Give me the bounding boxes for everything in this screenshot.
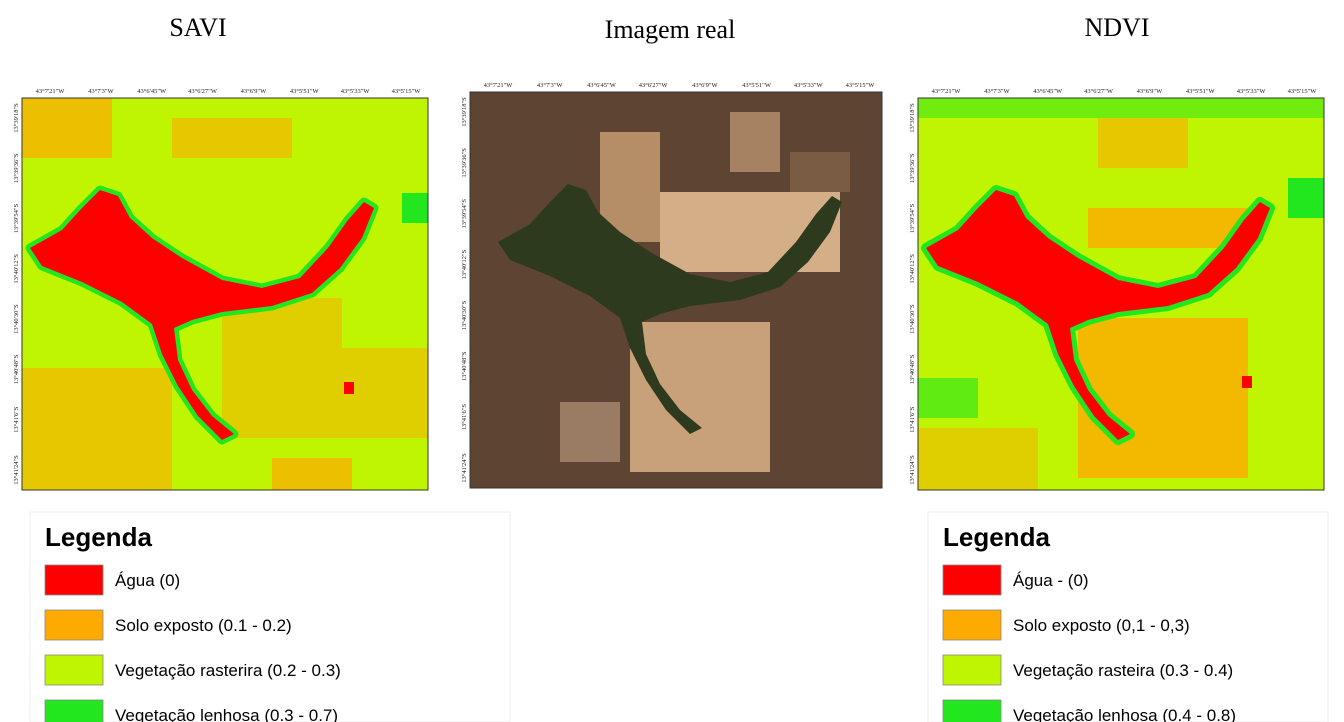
x-coord-label: 43°5'33"W: [794, 82, 824, 89]
x-coord-label: 43°6'45"W: [137, 88, 167, 95]
x-coord-label: 43°6'27"W: [188, 88, 218, 95]
map-title: SAVI: [169, 13, 226, 42]
y-coord-label: 13°40'12"S: [13, 254, 20, 284]
legend-label: Solo exposto (0,1 - 0,3): [1013, 616, 1190, 635]
y-coord-label: 13°39'36"S: [13, 153, 20, 183]
x-coord-label: 43°7'21"W: [484, 82, 514, 89]
legend-swatch: [45, 565, 103, 595]
x-coord-label: 43°5'51"W: [290, 88, 320, 95]
legend-swatch: [45, 700, 103, 722]
x-coord-label: 43°5'51"W: [1186, 88, 1216, 95]
y-coord-label: 13°39'54"S: [13, 203, 20, 233]
legend-label: Vegetação lenhosa (0.3 - 0.7): [115, 706, 338, 722]
y-coord-label: 13°40'30"S: [13, 304, 20, 334]
real-image: [470, 92, 882, 488]
savi-map: [22, 98, 428, 490]
legend-swatch: [943, 565, 1001, 595]
legend-swatch: [943, 610, 1001, 640]
legend-title: Legenda: [45, 522, 152, 552]
y-coord-label: 13°40'12"S: [909, 254, 916, 284]
map-title: Imagem real: [605, 15, 736, 44]
legend-label: Água - (0): [1013, 571, 1089, 590]
x-coord-label: 43°6'45"W: [1033, 88, 1063, 95]
y-coord-label: 13°39'18"S: [461, 97, 468, 127]
x-coord-label: 43°7'21"W: [36, 88, 66, 95]
y-coord-label: 13°40'30"S: [461, 300, 468, 330]
y-coord-label: 13°40'48"S: [13, 354, 20, 384]
x-coord-label: 43°7'3"W: [537, 82, 563, 89]
legend-swatch: [943, 700, 1001, 722]
x-coord-label: 43°5'33"W: [1237, 88, 1267, 95]
y-coord-label: 13°40'48"S: [461, 351, 468, 381]
x-coord-label: 43°6'27"W: [639, 82, 669, 89]
y-coord-label: 13°41'6"S: [461, 404, 468, 431]
x-coord-label: 43°6'45"W: [587, 82, 617, 89]
y-coord-label: 13°39'18"S: [13, 103, 20, 133]
legend-label: Vegetação rasterira (0.2 - 0.3): [115, 661, 341, 680]
x-coord-label: 43°6'9"W: [692, 82, 718, 89]
x-coord-label: 43°5'33"W: [341, 88, 371, 95]
x-coord-label: 43°7'21"W: [932, 88, 962, 95]
y-coord-label: 13°41'6"S: [13, 406, 20, 433]
legend-label: Solo exposto (0.1 - 0.2): [115, 616, 292, 635]
y-coord-label: 13°40'48"S: [909, 354, 916, 384]
y-coord-label: 13°41'24"S: [909, 455, 916, 485]
legend-title: Legenda: [943, 522, 1050, 552]
map-title: NDVI: [1085, 13, 1150, 42]
y-coord-label: 13°39'54"S: [909, 203, 916, 233]
y-coord-label: 13°39'36"S: [909, 153, 916, 183]
x-coord-label: 43°6'27"W: [1084, 88, 1114, 95]
figure: SAVI Imagem real NDVI: [0, 0, 1344, 722]
y-coord-label: 13°40'12"S: [461, 249, 468, 279]
y-coord-label: 13°41'24"S: [461, 453, 468, 483]
legend-label: Água (0): [115, 571, 180, 590]
legend-swatch: [943, 655, 1001, 685]
y-coord-label: 13°39'18"S: [909, 103, 916, 133]
legend-swatch: [45, 610, 103, 640]
x-coord-label: 43°5'15"W: [846, 82, 876, 89]
y-coord-label: 13°40'30"S: [909, 304, 916, 334]
y-coord-label: 13°39'36"S: [461, 148, 468, 178]
legend-label: Vegetação rasteira (0.3 - 0.4): [1013, 661, 1233, 680]
x-coord-label: 43°6'9"W: [241, 88, 267, 95]
legend-label: Vegetação lenhosa (0.4 - 0.8): [1013, 706, 1236, 722]
x-coord-label: 43°7'3"W: [88, 88, 114, 95]
ndvi-map: [918, 98, 1324, 490]
y-coord-label: 13°39'54"S: [461, 199, 468, 229]
y-coord-label: 13°41'24"S: [13, 455, 20, 485]
x-coord-label: 43°5'51"W: [742, 82, 772, 89]
x-coord-label: 43°7'3"W: [984, 88, 1010, 95]
x-coord-label: 43°5'15"W: [1288, 88, 1318, 95]
x-coord-label: 43°6'9"W: [1137, 88, 1163, 95]
legend-swatch: [45, 655, 103, 685]
y-coord-label: 13°41'6"S: [909, 406, 916, 433]
x-coord-label: 43°5'15"W: [392, 88, 422, 95]
